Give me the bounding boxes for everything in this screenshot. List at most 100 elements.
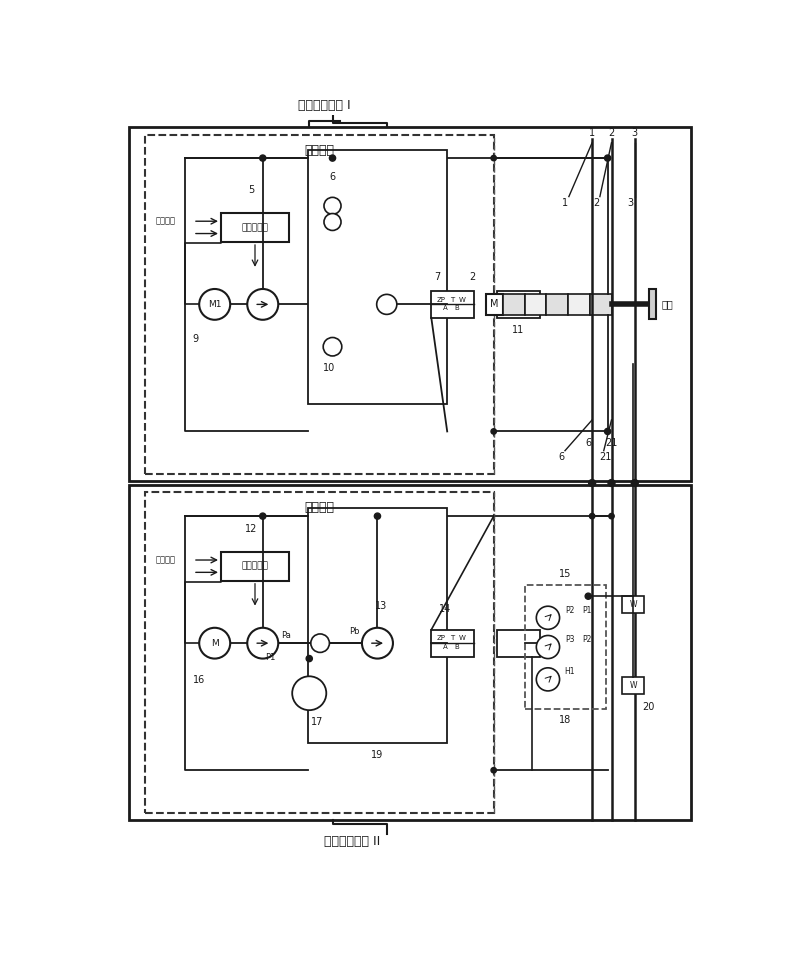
Circle shape <box>377 294 397 314</box>
Bar <box>145 135 494 474</box>
Circle shape <box>491 767 497 773</box>
Text: 11: 11 <box>512 325 525 334</box>
Text: W: W <box>458 297 466 303</box>
Text: W: W <box>458 635 466 641</box>
Circle shape <box>362 627 393 658</box>
Text: 20: 20 <box>642 702 655 712</box>
Circle shape <box>491 155 497 161</box>
Text: 2: 2 <box>469 272 475 283</box>
Circle shape <box>330 155 336 161</box>
Text: M1: M1 <box>208 300 222 308</box>
Text: 9: 9 <box>192 334 198 344</box>
Circle shape <box>247 627 278 658</box>
Circle shape <box>536 635 559 658</box>
Text: W: W <box>630 681 637 690</box>
Text: Pa: Pa <box>281 631 291 640</box>
Circle shape <box>199 627 230 658</box>
Bar <box>130 485 690 820</box>
Text: 21: 21 <box>599 452 611 462</box>
Text: 7: 7 <box>434 272 440 283</box>
Text: H1: H1 <box>565 667 575 676</box>
Text: 输入指令: 输入指令 <box>156 556 176 564</box>
Text: B: B <box>454 644 459 650</box>
Bar <box>221 552 289 581</box>
Bar <box>130 127 690 482</box>
Bar <box>546 293 568 315</box>
Circle shape <box>608 480 615 487</box>
Circle shape <box>199 289 230 320</box>
Text: A: A <box>442 644 447 650</box>
Circle shape <box>536 668 559 691</box>
Text: 第一控制器: 第一控制器 <box>242 223 269 232</box>
Text: ZP: ZP <box>436 635 445 641</box>
Bar <box>568 293 590 315</box>
Text: 6: 6 <box>330 172 335 182</box>
Bar <box>308 150 447 404</box>
Text: 2: 2 <box>608 128 614 139</box>
Text: T: T <box>450 297 454 303</box>
Text: 13: 13 <box>375 602 387 611</box>
Bar <box>431 291 474 318</box>
Text: 21: 21 <box>606 438 618 448</box>
Text: 1: 1 <box>589 128 595 139</box>
Text: 负载: 负载 <box>662 300 674 309</box>
Text: 5: 5 <box>248 186 254 195</box>
Text: 3: 3 <box>632 128 638 139</box>
Text: B: B <box>454 306 459 311</box>
Circle shape <box>260 513 266 519</box>
Text: P1: P1 <box>582 605 591 615</box>
Bar <box>503 293 525 315</box>
Bar <box>649 289 657 319</box>
Text: 18: 18 <box>559 716 571 725</box>
Bar <box>497 629 540 656</box>
Text: 位移装置: 位移装置 <box>304 501 334 514</box>
Text: 17: 17 <box>311 718 323 727</box>
Bar <box>486 293 503 315</box>
Bar <box>221 213 289 242</box>
Circle shape <box>260 155 266 161</box>
Text: 液压控制系统 II: 液压控制系统 II <box>324 835 380 849</box>
Text: 位移装置: 位移装置 <box>304 144 334 157</box>
Text: 液压控制系统 I: 液压控制系统 I <box>298 100 351 112</box>
Circle shape <box>631 480 638 487</box>
Circle shape <box>605 155 610 161</box>
Text: 1: 1 <box>562 197 568 208</box>
Text: M: M <box>211 639 218 648</box>
Circle shape <box>323 337 342 356</box>
Text: P3: P3 <box>565 635 574 644</box>
Text: 2: 2 <box>593 197 599 208</box>
Text: P2: P2 <box>582 635 591 644</box>
Text: 输入指令: 输入指令 <box>156 217 176 226</box>
Bar <box>525 293 546 315</box>
Text: P2: P2 <box>565 605 574 615</box>
Circle shape <box>590 513 595 519</box>
Bar <box>590 293 611 315</box>
Text: 第二控制器: 第二控制器 <box>242 561 269 571</box>
Circle shape <box>609 513 614 519</box>
Circle shape <box>605 428 610 435</box>
Text: ZP: ZP <box>436 297 445 303</box>
Bar <box>525 585 606 709</box>
Text: 14: 14 <box>438 604 451 613</box>
Text: 16: 16 <box>193 675 206 685</box>
Bar <box>431 629 474 656</box>
Bar <box>622 596 644 613</box>
Text: W: W <box>630 600 637 609</box>
Circle shape <box>536 606 559 629</box>
Bar <box>497 291 540 318</box>
Bar <box>145 492 494 812</box>
Circle shape <box>491 429 497 434</box>
Text: 3: 3 <box>628 197 634 208</box>
Text: 6: 6 <box>558 452 564 462</box>
Circle shape <box>247 289 278 320</box>
Text: Pb: Pb <box>349 627 359 636</box>
Text: T: T <box>450 635 454 641</box>
Circle shape <box>324 214 341 231</box>
Circle shape <box>589 480 596 487</box>
Text: 10: 10 <box>322 363 334 374</box>
Circle shape <box>306 655 312 662</box>
Bar <box>308 509 447 743</box>
Circle shape <box>310 634 330 652</box>
Text: 12: 12 <box>245 524 258 535</box>
Bar <box>622 677 644 694</box>
